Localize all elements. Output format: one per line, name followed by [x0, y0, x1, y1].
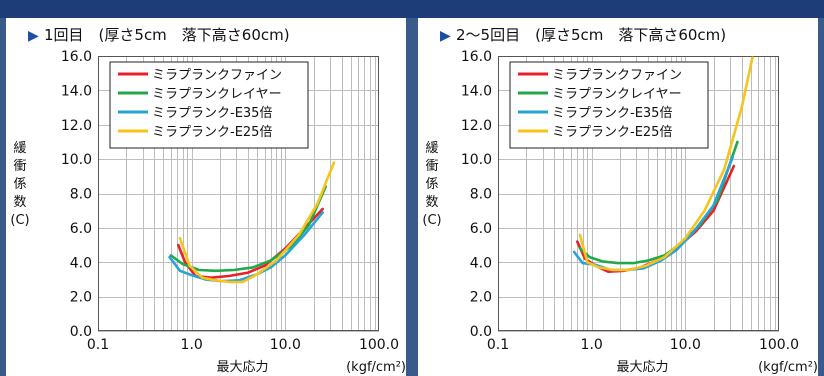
y-tick-label: 10.0	[61, 152, 92, 168]
y-tick-label: 8.0	[470, 187, 492, 203]
y-tick-label: 4.0	[470, 255, 492, 271]
y-tick-label: 16.0	[61, 49, 92, 65]
legend: ミラプランクファインミラプランクレイヤーミラプランク-E35倍ミラプランク-E2…	[509, 61, 709, 149]
y-tick-label: 4.0	[70, 255, 92, 271]
x-tick-label: 0.1	[87, 337, 109, 353]
legend-label: ミラプランク-E35倍	[552, 106, 672, 121]
y-tick-label: 2.0	[70, 290, 92, 306]
legend-label: ミラプランク-E35倍	[152, 106, 272, 121]
y-axis-label-char: 緩	[425, 141, 438, 156]
y-axis-label-char: (C)	[10, 213, 29, 228]
series-line-3	[168, 211, 324, 283]
top-bar	[0, 0, 824, 18]
x-axis-unit: (kgf/cm²)	[758, 360, 818, 375]
chart-panel-1: 0.0 2.0 4.0 6.0 8.0 10.0 12.0 14.0 16.0 0.1 1.0 10.…	[6, 18, 406, 376]
y-axis-label-char: 衝	[13, 159, 26, 174]
x-tick-label: 0.1	[487, 337, 509, 353]
title-marker: ▶	[28, 28, 39, 44]
x-tick-label: 1.0	[181, 337, 203, 353]
x-tick-label: 10.0	[270, 337, 301, 353]
y-tick-label: 10.0	[461, 152, 492, 168]
y-tick-label: 16.0	[461, 49, 492, 65]
y-tick-label: 2.0	[470, 290, 492, 306]
plot-border	[98, 56, 379, 331]
title-marker: ▶	[440, 28, 451, 44]
plot-border	[498, 56, 779, 331]
y-tick-label: 0.0	[470, 324, 492, 340]
y-axis-label-char: 数	[13, 195, 26, 210]
series-group	[572, 56, 754, 274]
chart-title: 1回目 (厚さ5cm 落下高さ60cm)	[44, 26, 290, 44]
x-axis-unit: (kgf/cm²)	[346, 360, 406, 375]
y-tick-label: 6.0	[470, 221, 492, 237]
y-axis-label-char: (C)	[422, 213, 441, 228]
legend-label: ミラプランクレイヤー	[152, 87, 282, 102]
y-axis-label-char: 衝	[425, 159, 438, 174]
y-axis-label-char: 数	[425, 195, 438, 210]
legend-label: ミラプランクファイン	[152, 68, 282, 83]
y-tick-label: 0.0	[70, 324, 92, 340]
legend-box	[109, 61, 309, 149]
x-tick-label: 1.0	[581, 337, 603, 353]
legend-label: ミラプランクファイン	[552, 68, 682, 83]
y-tick-label: 6.0	[70, 221, 92, 237]
y-tick-label: 12.0	[61, 118, 92, 134]
y-tick-label: 8.0	[70, 187, 92, 203]
legend-label: ミラプランク-E25倍	[552, 125, 672, 140]
series-line-4	[178, 161, 336, 284]
y-tick-label: 12.0	[461, 118, 492, 134]
legend-label: ミラプランクレイヤー	[552, 87, 682, 102]
y-axis-label-char: 係	[13, 177, 26, 192]
chart-panel-2: 0.0 2.0 4.0 6.0 8.0 10.0 12.0 14.0 16.0 0.1 1.0 10.…	[418, 18, 818, 376]
legend: ミラプランクファインミラプランクレイヤーミラプランク-E35倍ミラプランク-E2…	[109, 61, 309, 149]
y-tick-label: 14.0	[61, 83, 92, 99]
x-axis-label: 最大応力	[216, 360, 268, 375]
legend-box	[509, 61, 709, 149]
y-axis-label-char: 緩	[13, 141, 26, 156]
series-group	[168, 161, 336, 284]
series-line-4	[578, 56, 754, 272]
chart-title: 2〜5回目 (厚さ5cm 落下高さ60cm)	[456, 26, 726, 44]
x-tick-label: 100.0	[359, 337, 399, 353]
x-tick-label: 10.0	[670, 337, 701, 353]
x-axis-label: 最大応力	[616, 360, 668, 375]
legend-label: ミラプランク-E25倍	[152, 125, 272, 140]
y-axis-label-char: 係	[425, 177, 438, 192]
y-tick-label: 14.0	[461, 83, 492, 99]
x-tick-label: 100.0	[759, 337, 799, 353]
